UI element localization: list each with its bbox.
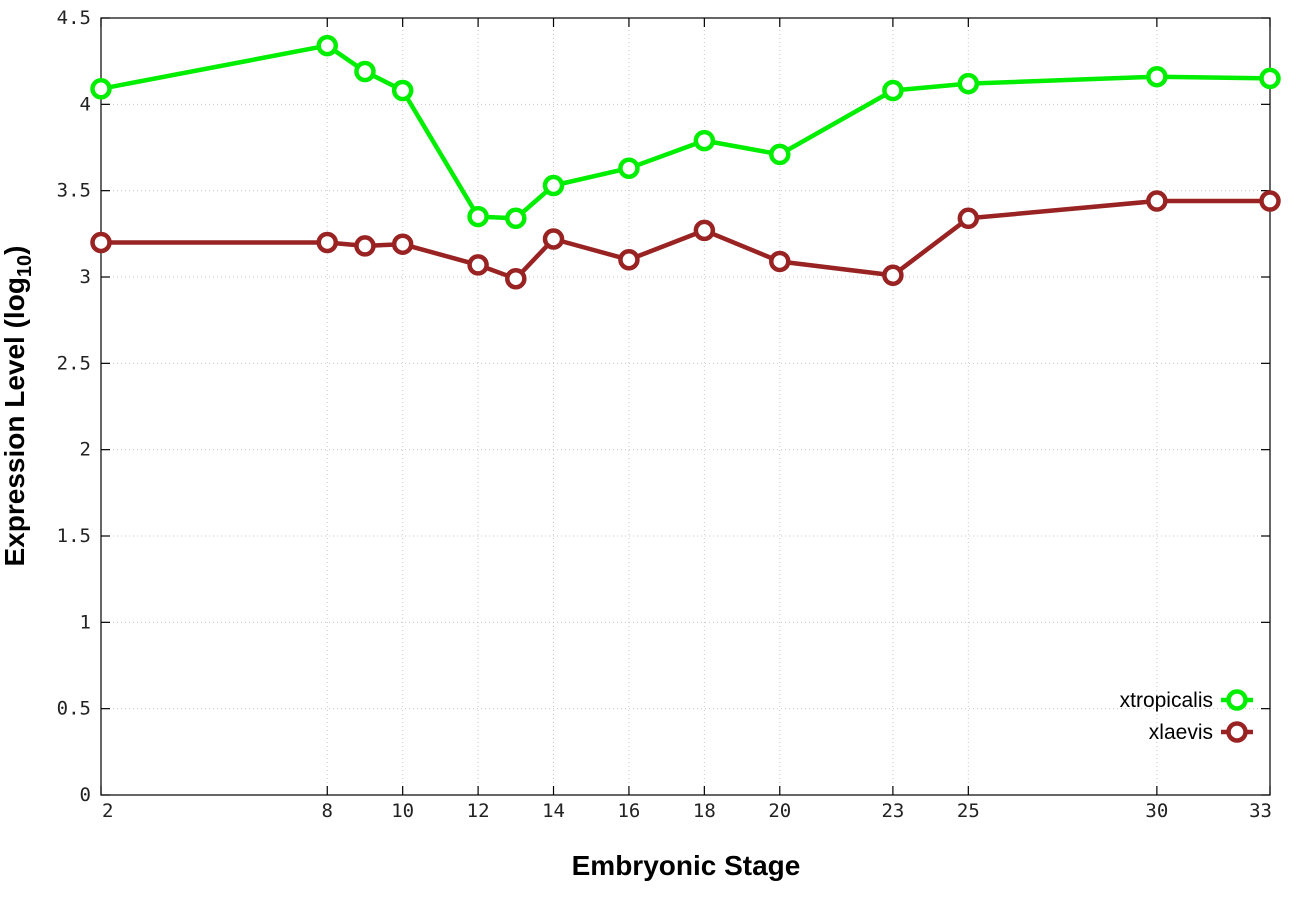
x-tick-label: 8 [322, 800, 333, 822]
x-tick-label: 20 [768, 800, 791, 822]
x-tick-label: 2 [102, 800, 113, 822]
data-point-xtropicalis [957, 72, 980, 95]
series-line-xtropicalis [100, 43, 1271, 221]
data-point-xlaevis [882, 264, 904, 287]
series-xlaevis [90, 190, 1281, 290]
legend-item-xtropicalis: xtropicalis [1120, 689, 1253, 712]
data-point-xtropicalis [618, 157, 640, 179]
data-point-xtropicalis [391, 79, 414, 102]
data-point-xlaevis [316, 231, 339, 254]
x-tick-label: 10 [391, 800, 414, 822]
y-axis-title-close: ) [0, 246, 30, 255]
y-tick-label: 0 [80, 784, 91, 806]
axis-ticks: 0 0.5 1 1.5 2 2.5 3 3.5 4 4.5 2 8 10 12 14 16 18 20 23 25 30… [57, 7, 1272, 822]
data-point-xlaevis [618, 248, 640, 271]
x-tick-label: 16 [617, 800, 640, 822]
y-axis-title: Expression Level (log10) [0, 246, 36, 567]
y-tick-label: 4 [80, 93, 91, 115]
series-line-xlaevis [101, 198, 1270, 281]
data-point-xlaevis [1259, 190, 1281, 212]
x-tick-label: 30 [1145, 800, 1168, 822]
data-point-xlaevis [90, 231, 112, 254]
x-tick-label: 18 [693, 800, 716, 822]
y-tick-label: 3 [80, 266, 91, 288]
data-point-xtropicalis [90, 78, 112, 100]
x-tick-label: 23 [881, 800, 904, 822]
plot-frame [100, 17, 1271, 796]
y-tick-label: 2.5 [57, 352, 91, 374]
y-tick-label: 1 [80, 611, 91, 633]
data-point-xtropicalis [542, 174, 565, 197]
data-point-xtropicalis [769, 143, 791, 166]
x-tick-label: 14 [542, 800, 565, 822]
legend-swatch-marker [1226, 689, 1248, 711]
legend-swatch-marker [1226, 721, 1248, 743]
legend-item-xlaevis: xlaevis [1149, 721, 1253, 744]
x-tick-label: 12 [467, 800, 490, 822]
y-tick-label: 2 [80, 439, 91, 461]
data-point-xlaevis [391, 233, 414, 255]
y-tick-label: 1.5 [57, 525, 91, 547]
data-point-xtropicalis [882, 79, 904, 102]
data-point-xlaevis [1146, 190, 1168, 212]
legend: xtropicalis xlaevis [1120, 689, 1253, 744]
data-point-xlaevis [957, 207, 980, 230]
data-point-xlaevis [542, 228, 565, 250]
legend-label: xlaevis [1149, 721, 1213, 744]
x-tick-label: 25 [957, 800, 980, 822]
data-point-xtropicalis [354, 60, 376, 83]
y-axis-title-main: Expression Level (log [0, 277, 30, 566]
data-point-xtropicalis [316, 34, 339, 57]
data-point-xlaevis [769, 250, 791, 273]
x-axis-title: Embryonic Stage [572, 850, 801, 881]
data-point-xlaevis [693, 219, 716, 242]
data-point-xtropicalis [1146, 65, 1168, 88]
data-point-xtropicalis [505, 207, 527, 230]
data-point-xtropicalis [693, 129, 716, 152]
y-tick-label: 0.5 [57, 698, 91, 720]
data-point-xtropicalis [1259, 67, 1281, 90]
data-point-xlaevis [467, 254, 489, 276]
x-tick-label: 33 [1249, 800, 1272, 822]
grid [101, 18, 1270, 795]
series-xtropicalis [90, 34, 1281, 230]
y-tick-label: 3.5 [57, 180, 91, 202]
legend-label: xtropicalis [1120, 689, 1213, 712]
y-tick-label: 4.5 [57, 7, 91, 29]
data-point-xlaevis [505, 267, 527, 290]
data-point-xtropicalis [467, 205, 489, 228]
data-point-xlaevis [354, 235, 376, 257]
series-layer [90, 34, 1281, 290]
y-axis-title-subscript: 10 [14, 255, 36, 277]
